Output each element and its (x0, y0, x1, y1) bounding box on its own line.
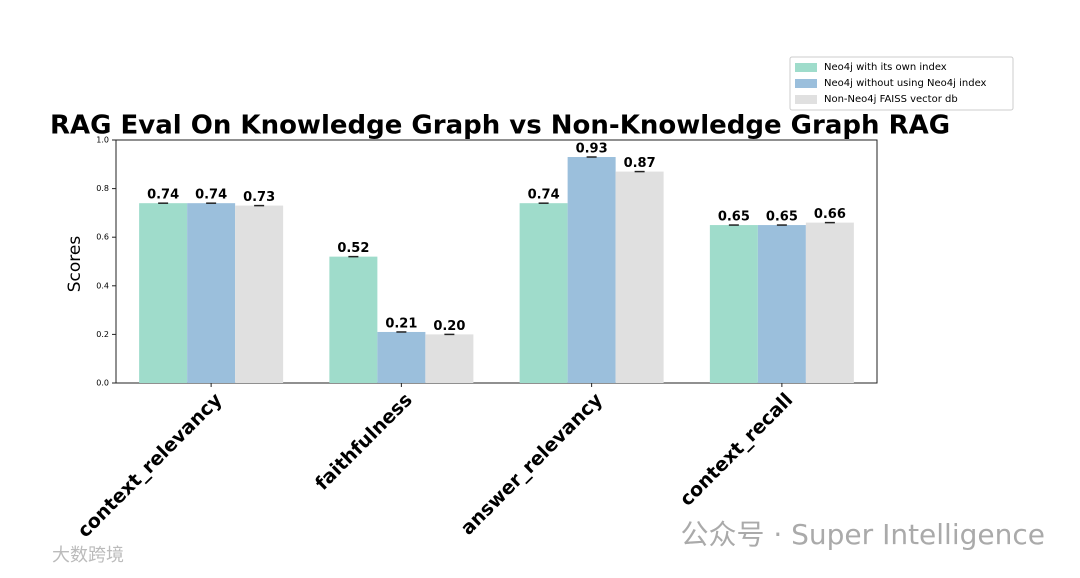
x-tick-label: faithfulness (311, 389, 417, 495)
value-label: 0.74 (528, 188, 560, 203)
value-label: 0.65 (766, 210, 798, 225)
value-label: 0.93 (576, 142, 608, 157)
watermark: 公众号 · Super Intelligence (680, 518, 1045, 551)
bar (329, 256, 378, 383)
bar (709, 225, 758, 383)
bar (757, 225, 806, 383)
bar (235, 205, 284, 383)
bar (139, 203, 188, 383)
y-tick-label: 0.8 (96, 184, 109, 193)
y-tick-label: 0.2 (96, 330, 109, 339)
y-tick-label: 0.6 (96, 233, 109, 242)
bar (519, 203, 568, 383)
value-label: 0.74 (195, 188, 227, 203)
watermark-corner: 大数跨境 (52, 545, 124, 566)
legend-box (789, 56, 1014, 111)
y-tick-label: 0.4 (96, 281, 109, 290)
value-label: 0.21 (385, 316, 417, 331)
bar (377, 331, 426, 383)
legend-swatch (795, 95, 817, 104)
bar (615, 171, 664, 383)
value-label: 0.20 (433, 319, 465, 334)
value-label: 0.74 (147, 188, 179, 203)
plot-frame (115, 139, 878, 384)
legend-label: Non-Neo4j FAISS vector db (824, 94, 958, 105)
y-tick-label: 1.0 (96, 136, 109, 145)
legend-label: Neo4j without using Neo4j index (824, 78, 987, 89)
bar (567, 157, 616, 383)
value-label: 0.66 (814, 207, 846, 222)
value-label: 0.65 (718, 210, 750, 225)
x-tick-label: context_relevancy (73, 388, 227, 542)
bar (187, 203, 236, 383)
y-axis-label: Scores (65, 236, 85, 293)
value-label: 0.52 (337, 241, 369, 256)
value-label: 0.73 (243, 190, 275, 205)
x-tick-label: answer_relevancy (456, 388, 607, 539)
y-tick-label: 0.0 (96, 379, 109, 388)
bar (425, 334, 474, 383)
x-tick-label: context_recall (676, 389, 798, 511)
value-label: 0.87 (624, 156, 656, 171)
chart-title: RAG Eval On Knowledge Graph vs Non-Knowl… (50, 111, 950, 141)
legend-swatch (795, 63, 817, 72)
legend-swatch (795, 79, 817, 88)
legend-label: Neo4j with its own index (824, 62, 947, 73)
bar (805, 222, 854, 383)
